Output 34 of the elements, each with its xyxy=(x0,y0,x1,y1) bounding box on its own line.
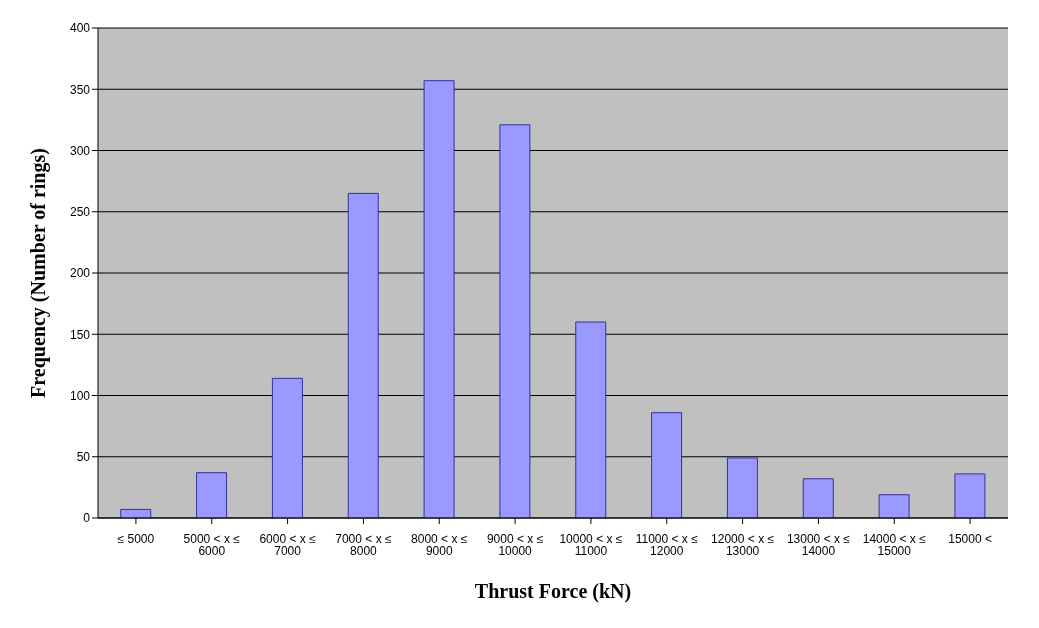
x-tick-label: 15000 < xyxy=(948,531,992,546)
y-tick-label: 300 xyxy=(69,143,91,158)
y-tick-label: 0 xyxy=(83,511,91,526)
x-tick-label: ≤ 5000 xyxy=(117,531,155,546)
y-tick-label: 250 xyxy=(69,205,91,220)
bar xyxy=(347,192,379,518)
y-tick-label: 200 xyxy=(69,266,91,281)
x-tick-label: 7000 < x ≤ 8000 xyxy=(335,531,392,558)
x-tick-label: 6000 < x ≤ 7000 xyxy=(259,531,317,558)
bar xyxy=(499,124,531,518)
y-tick-label: 150 xyxy=(69,327,91,342)
bar xyxy=(878,494,910,518)
y-tick-label: 100 xyxy=(69,388,91,403)
x-tick-label: 10000 < x ≤ 11000 xyxy=(559,531,623,558)
bar xyxy=(423,80,455,518)
x-tick-label: 14000 < x ≤ 15000 xyxy=(862,531,927,558)
x-tick-label: 11000 < x ≤ 12000 xyxy=(635,531,699,558)
bar xyxy=(196,472,228,518)
y-tick-label: 400 xyxy=(69,21,91,36)
x-tick-label: 9000 < x ≤ 10000 xyxy=(486,531,544,558)
y-tick-label: 50 xyxy=(76,450,91,465)
y-axis-title: Frequency (Number of rings) xyxy=(27,148,51,398)
x-tick-label: 8000 < x ≤ 9000 xyxy=(411,531,468,558)
bar xyxy=(271,377,303,518)
bar xyxy=(575,321,607,518)
bar xyxy=(726,457,758,518)
x-tick-label: 5000 < x ≤ 6000 xyxy=(183,531,241,558)
bar xyxy=(954,473,986,518)
x-tick-label: 12000 < x ≤ 13000 xyxy=(711,531,775,558)
bar xyxy=(802,478,834,518)
x-tick-label: 13000 < x ≤ 14000 xyxy=(786,531,851,558)
x-axis-title: Thrust Force (kN) xyxy=(474,580,632,603)
y-tick-label: 350 xyxy=(69,82,91,97)
bar xyxy=(651,412,683,518)
